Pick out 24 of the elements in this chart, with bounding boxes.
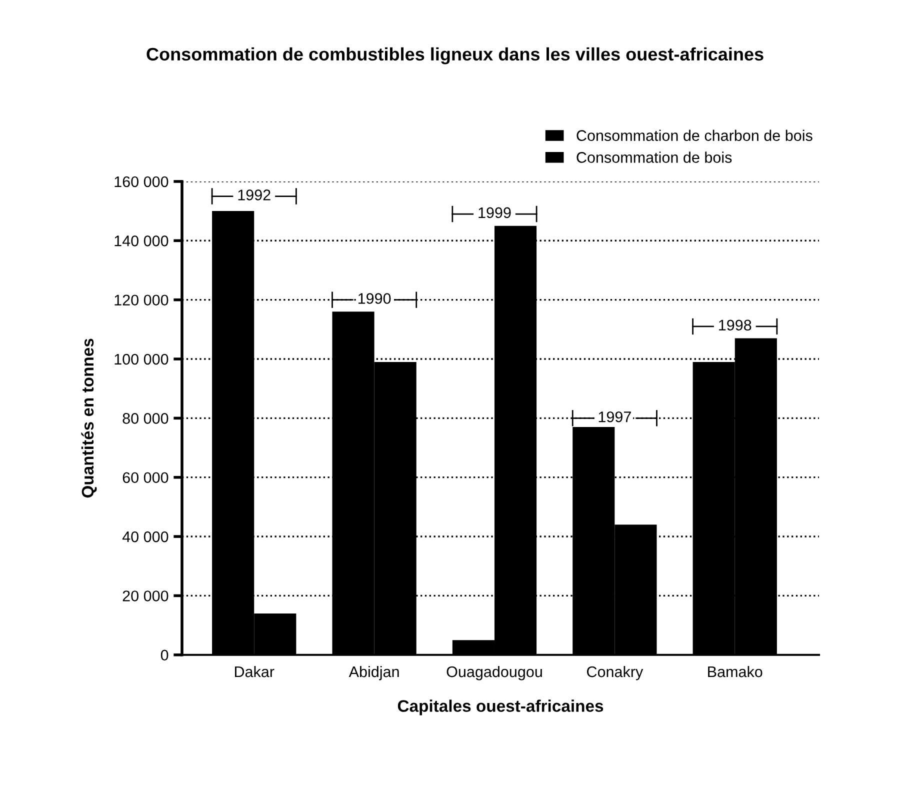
legend-label: Consommation de charbon de bois (576, 130, 812, 141)
y-tick-label: 20 000 (122, 590, 168, 602)
y-tick-label: 160 000 (114, 176, 168, 188)
x-tick-label: Dakar (234, 666, 274, 678)
y-tick-label: 40 000 (122, 531, 168, 542)
y-tick-label: 80 000 (122, 413, 168, 424)
y-tick-label: 140 000 (114, 236, 168, 246)
y-tick-label: 100 000 (114, 354, 168, 365)
annotation: 1997 (598, 411, 631, 422)
x-axis-title: Capitales ouest-africaines (398, 700, 604, 716)
annotation: 1990 (358, 293, 391, 304)
y-axis-title: Quantités en tonnes (81, 338, 97, 498)
x-tick-label: Bamako (708, 666, 762, 678)
y-tick-label: 60 000 (122, 472, 168, 484)
y-tick-label: 0 (160, 650, 168, 661)
annotation: 1998 (719, 320, 752, 331)
x-tick-label: Ouagadougou (446, 666, 542, 680)
y-tick-label: 120 000 (114, 294, 168, 306)
annotation: 1999 (478, 207, 511, 218)
x-tick-label: Conakry (587, 666, 644, 680)
x-tick-label: Abidjan (348, 666, 399, 680)
annotation: 1992 (238, 190, 270, 200)
chart-title: Consommation de combustibles ligneux dans les villes ouest-africaines (146, 47, 764, 64)
legend-label: Consommation de bois (576, 152, 732, 163)
